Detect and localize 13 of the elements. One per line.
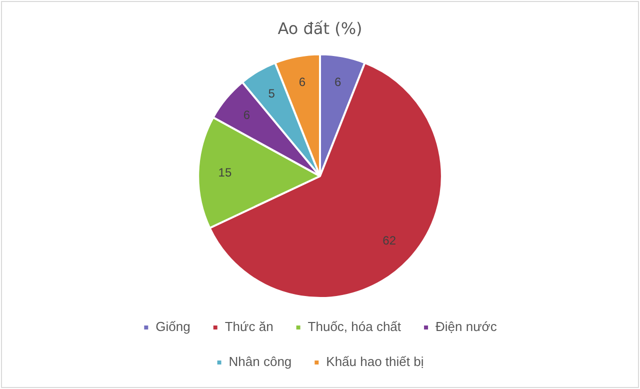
data-label: 6 xyxy=(298,75,306,90)
legend-label: Thức ăn xyxy=(224,319,274,334)
data-label: 6 xyxy=(334,75,342,90)
data-label: 5 xyxy=(268,86,276,101)
legend-label: Nhân công xyxy=(228,354,292,370)
data-label: 6 xyxy=(243,108,250,122)
chart-title: Ao đất (%) xyxy=(278,18,362,38)
data-label: 62 xyxy=(382,234,396,248)
legend-label: Thuốc, hóa chất xyxy=(308,319,402,334)
legend-label: Giống xyxy=(156,319,190,334)
legend-label: Điện nước xyxy=(436,319,498,334)
data-label: 15 xyxy=(218,165,232,180)
legend-label: Khấu hao thiết bị xyxy=(326,354,424,370)
